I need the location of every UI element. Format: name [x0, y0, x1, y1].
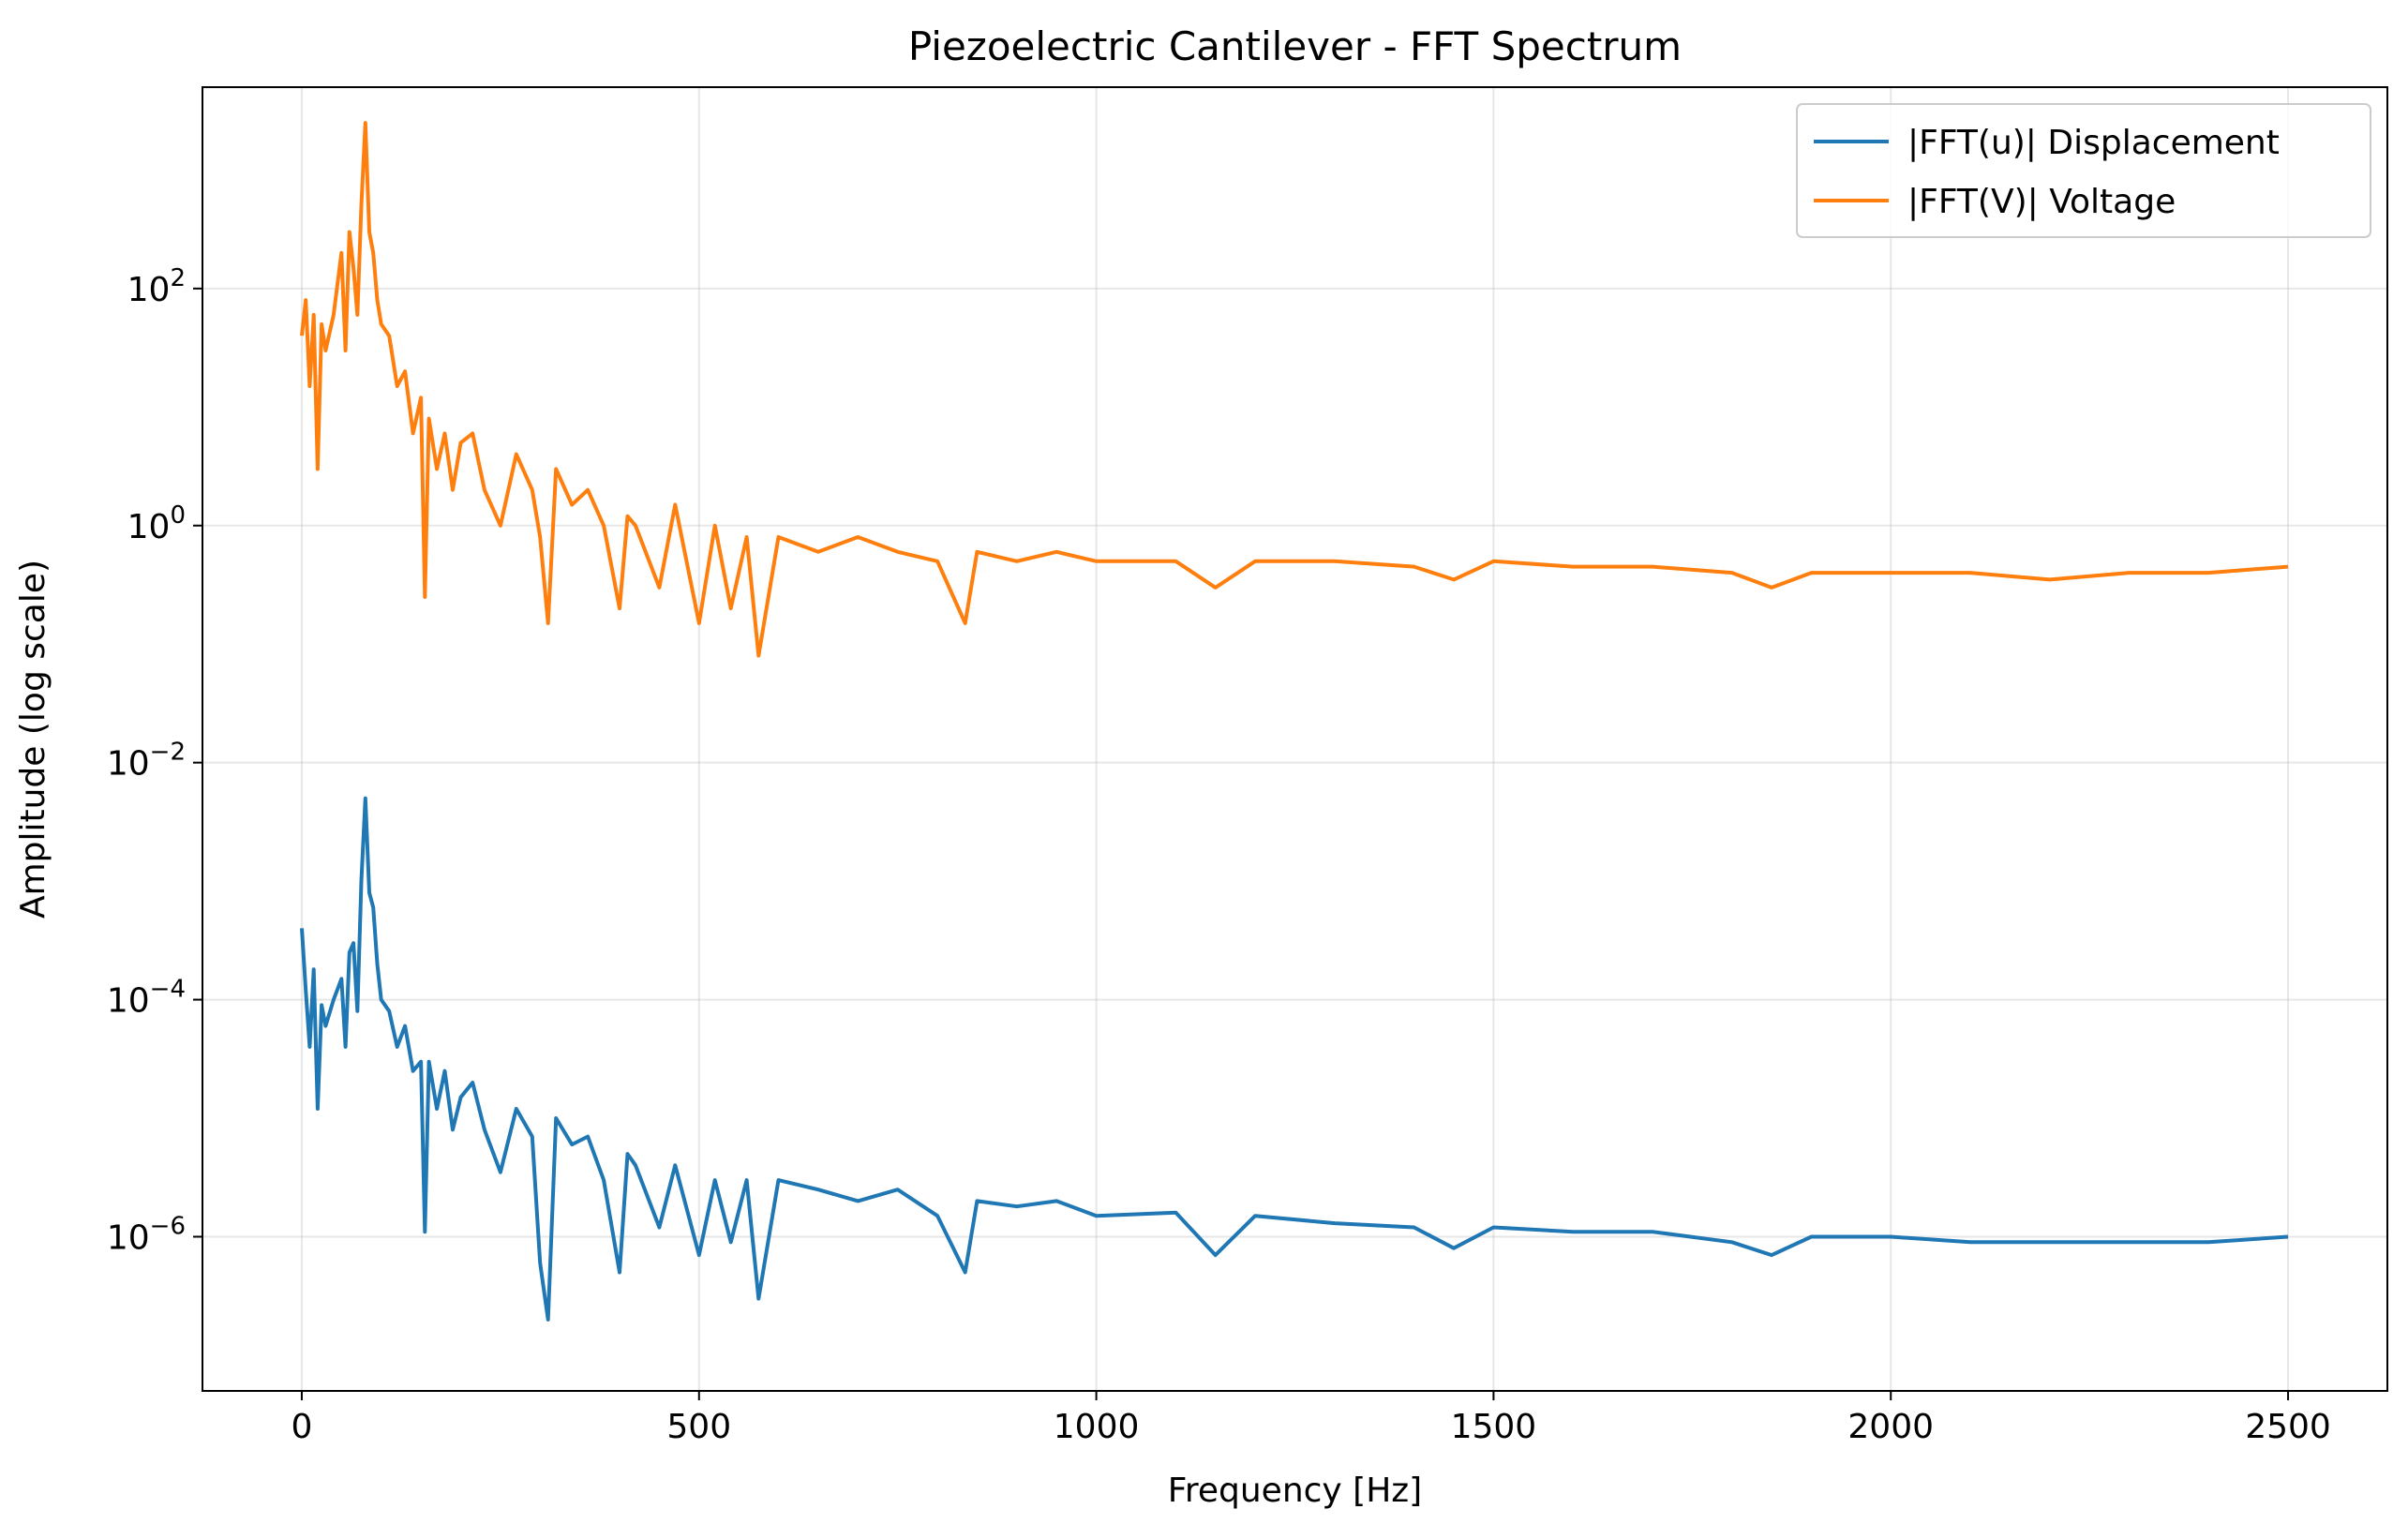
plot-frame [202, 86, 2388, 1392]
x-tick-label: 0 [292, 1408, 313, 1446]
x-axis-label: Frequency [Hz] [1168, 1472, 1422, 1510]
legend-box [1796, 103, 2371, 238]
y-axis-ticks: 102 100 10−2 10−4 10−6 [107, 264, 202, 1257]
x-tick-label: 500 [666, 1408, 731, 1446]
y-tick-label: 10−4 [107, 976, 186, 1021]
legend-label-0: |FFT(u)| Displacement [1907, 124, 2280, 162]
legend-label-1: |FFT(V)| Voltage [1907, 183, 2176, 221]
y-tick-label: 102 [127, 264, 186, 309]
series-line-0 [300, 796, 2289, 1322]
y-tick-label: 10−6 [107, 1212, 186, 1257]
legend: |FFT(u)| Displacement |FFT(V)| Voltage [1796, 103, 2371, 238]
x-tick-label: 1500 [1451, 1408, 1537, 1446]
y-axis-label: Amplitude (log scale) [14, 560, 52, 919]
x-tick-label: 2000 [1847, 1408, 1934, 1446]
y-tick-label: 10−2 [107, 739, 186, 784]
series-layer [300, 121, 2289, 1322]
y-tick-label: 100 [127, 501, 186, 546]
grid-layer [202, 87, 2387, 1391]
x-tick-label: 1000 [1054, 1408, 1140, 1446]
series-line-1 [300, 121, 2289, 658]
x-axis-ticks: 0 500 1000 1500 2000 2500 [292, 1391, 2331, 1446]
chart-title: Piezoelectric Cantilever - FFT Spectrum [908, 23, 1682, 69]
x-tick-label: 2500 [2245, 1408, 2331, 1446]
